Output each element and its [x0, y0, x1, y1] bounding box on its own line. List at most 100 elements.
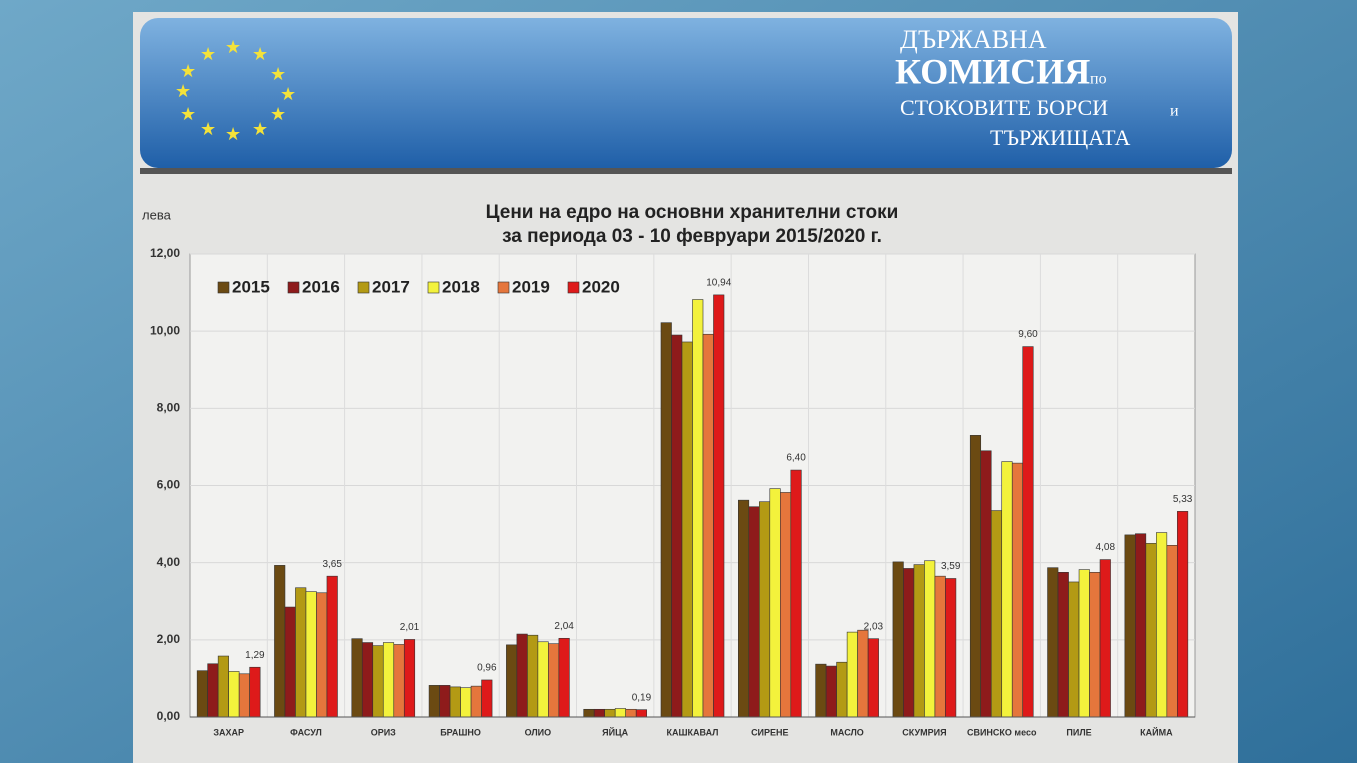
data-label: 2,03 — [864, 621, 884, 632]
legend-swatch — [427, 281, 440, 294]
legend-swatch — [287, 281, 300, 294]
bar — [593, 708, 605, 718]
bar — [635, 709, 647, 718]
svg-text:★: ★ — [180, 104, 196, 124]
x-tick-label: ФАСУЛ — [290, 727, 322, 737]
data-label: 6,40 — [786, 453, 806, 464]
bar — [815, 663, 827, 718]
x-tick-label: КАШКАВАЛ — [666, 727, 718, 737]
bar — [238, 673, 250, 718]
bar — [867, 638, 879, 718]
header-text: КОМИСИЯ — [895, 51, 1090, 91]
bar — [790, 469, 802, 718]
bar — [671, 334, 683, 718]
legend-label: 2020 — [582, 277, 620, 296]
bar — [903, 568, 915, 718]
x-tick-label: СКУМРИЯ — [902, 727, 946, 737]
x-tick-label: СИРЕНЕ — [751, 727, 788, 737]
x-tick-label: ОЛИО — [525, 727, 552, 737]
y-tick-label: 12,00 — [150, 246, 180, 260]
bar — [846, 631, 858, 718]
data-label: 0,19 — [632, 692, 652, 703]
legend-label: 2019 — [512, 277, 550, 296]
x-tick-label: КАЙМА — [1140, 726, 1173, 737]
bar — [548, 643, 560, 718]
bar — [481, 679, 493, 718]
bar — [326, 575, 338, 718]
svg-text:★: ★ — [200, 119, 216, 139]
bar — [583, 708, 595, 718]
svg-text:★: ★ — [252, 44, 268, 64]
legend-label: 2015 — [232, 277, 270, 296]
bar — [372, 645, 384, 718]
bar — [228, 671, 240, 718]
bar — [625, 708, 637, 718]
data-label: 4,08 — [1096, 542, 1116, 553]
data-label: 5,33 — [1173, 494, 1193, 505]
bar — [351, 638, 363, 718]
bar — [537, 641, 549, 718]
bar — [980, 450, 992, 718]
bar — [1135, 533, 1147, 718]
bar — [428, 685, 440, 718]
x-tick-label: ЯЙЦА — [602, 726, 629, 737]
y-tick-label: 4,00 — [157, 555, 181, 569]
header-text: и — [1170, 103, 1179, 120]
x-tick-label: ЗАХАР — [213, 727, 244, 737]
data-label: 9,60 — [1018, 329, 1038, 340]
bar — [1011, 462, 1024, 718]
bar — [449, 686, 461, 718]
svg-text:★: ★ — [225, 37, 241, 57]
x-tick-label: МАСЛО — [830, 727, 863, 737]
bar — [460, 687, 472, 718]
x-tick-label: БРАШНО — [440, 727, 481, 737]
svg-text:★: ★ — [280, 84, 296, 104]
data-label: 0,96 — [477, 663, 497, 674]
data-label: 3,59 — [941, 561, 961, 572]
bar — [1177, 511, 1189, 718]
y-tick-label: 10,00 — [150, 323, 180, 337]
y-tick-label: 2,00 — [157, 632, 181, 646]
header-text: ТЪРЖИЩАТА — [990, 125, 1131, 150]
legend-label: 2018 — [442, 277, 480, 296]
bar — [945, 578, 957, 718]
bar — [274, 565, 286, 718]
bar — [738, 499, 750, 718]
bar — [660, 322, 672, 718]
bar — [990, 510, 1003, 718]
bar — [1068, 581, 1080, 718]
bar — [857, 629, 869, 718]
bar — [892, 561, 904, 718]
svg-text:★: ★ — [270, 64, 286, 84]
legend-swatch — [357, 281, 370, 294]
svg-text:★: ★ — [175, 81, 191, 101]
bar — [1166, 545, 1178, 718]
bar — [1078, 569, 1090, 718]
bar — [713, 294, 725, 718]
data-label: 10,94 — [706, 278, 731, 289]
bar — [295, 587, 307, 718]
y-tick-label: 6,00 — [157, 478, 181, 492]
bar — [692, 299, 704, 718]
bar — [969, 435, 982, 718]
bar — [506, 644, 518, 718]
bar — [1089, 572, 1101, 718]
data-label: 3,65 — [322, 559, 342, 570]
bar — [527, 634, 539, 718]
bar — [1099, 559, 1111, 718]
banner-rule — [140, 168, 1232, 174]
bar — [217, 655, 229, 718]
bar — [924, 560, 936, 718]
svg-text:★: ★ — [200, 44, 216, 64]
svg-text:★: ★ — [252, 119, 268, 139]
header-text: ДЪРЖАВНА — [900, 25, 1047, 54]
chart-subtitle: за периода 03 - 10 февруари 2015/2020 г. — [502, 226, 882, 247]
bar — [516, 633, 528, 718]
bar — [249, 666, 261, 718]
svg-text:★: ★ — [180, 61, 196, 81]
legend-swatch — [217, 281, 230, 294]
x-tick-label: СВИНСКО месо — [967, 727, 1037, 737]
svg-text:★: ★ — [225, 124, 241, 144]
bar — [1057, 572, 1069, 718]
